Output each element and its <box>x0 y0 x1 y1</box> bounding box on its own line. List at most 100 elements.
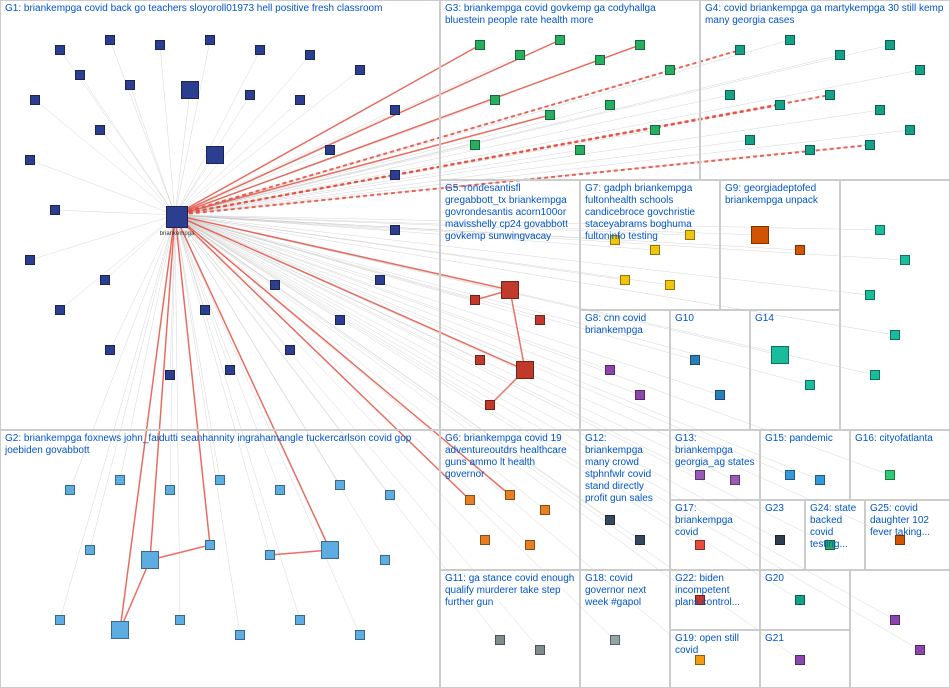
node-g2-113[interactable] <box>85 545 95 555</box>
node-g1-21[interactable] <box>75 70 85 80</box>
node-g1-23[interactable] <box>245 90 255 100</box>
node-g1-22[interactable] <box>125 80 135 90</box>
node-g2-112[interactable] <box>385 490 395 500</box>
node-g2-124[interactable] <box>355 630 365 640</box>
node-g5-57[interactable] <box>470 295 480 305</box>
node-g21-105[interactable] <box>915 645 925 655</box>
node-g3-42[interactable] <box>470 140 480 150</box>
node-g4-54[interactable] <box>805 145 815 155</box>
node-g6-84[interactable] <box>480 535 490 545</box>
node-g1-1[interactable] <box>105 35 115 45</box>
node-g15-91[interactable] <box>815 475 825 485</box>
hub-node[interactable]: briankempga <box>166 206 188 228</box>
node-g18-99[interactable] <box>610 635 620 645</box>
node-g1-29[interactable] <box>270 280 280 290</box>
node-g1-16[interactable] <box>285 345 295 355</box>
node-g14-70[interactable] <box>875 225 885 235</box>
node-g3-40[interactable] <box>605 100 615 110</box>
node-g13-88[interactable] <box>695 470 705 480</box>
node-g14-71[interactable] <box>900 255 910 265</box>
node-g4-44[interactable] <box>735 45 745 55</box>
node-g1-5[interactable] <box>305 50 315 60</box>
node-g2-118[interactable] <box>380 555 390 565</box>
node-g2-114[interactable] <box>141 551 159 569</box>
node-g9-69[interactable] <box>795 245 805 255</box>
node-g12-87[interactable] <box>635 535 645 545</box>
node-g3-37[interactable] <box>665 65 675 75</box>
node-g4-56[interactable] <box>905 125 915 135</box>
node-g4-45[interactable] <box>785 35 795 45</box>
node-g1-7[interactable] <box>30 95 40 105</box>
node-g8-75[interactable] <box>605 365 615 375</box>
node-g4-49[interactable] <box>725 90 735 100</box>
node-g7-64[interactable] <box>650 245 660 255</box>
node-g2-109[interactable] <box>215 475 225 485</box>
node-g11-98[interactable] <box>535 645 545 655</box>
node-g2-123[interactable] <box>295 615 305 625</box>
node-g1-20[interactable] <box>390 170 400 180</box>
node-g2-119[interactable] <box>55 615 65 625</box>
node-g1-4[interactable] <box>255 45 265 55</box>
node-g10-78[interactable] <box>715 390 725 400</box>
node-g1-11[interactable] <box>25 255 35 265</box>
node-g1-10[interactable] <box>50 205 60 215</box>
node-g3-38[interactable] <box>490 95 500 105</box>
node-g21-104[interactable] <box>890 615 900 625</box>
node-g2-107[interactable] <box>115 475 125 485</box>
node-g1-27[interactable] <box>100 275 110 285</box>
node-g21-103[interactable] <box>795 655 805 665</box>
node-g1-8[interactable] <box>390 105 400 115</box>
node-g4-48[interactable] <box>915 65 925 75</box>
node-g3-43[interactable] <box>575 145 585 155</box>
node-g15-90[interactable] <box>785 470 795 480</box>
node-g6-83[interactable] <box>540 505 550 515</box>
node-g3-39[interactable] <box>545 110 555 120</box>
node-g12-86[interactable] <box>605 515 615 525</box>
node-g2-111[interactable] <box>335 480 345 490</box>
node-g2-106[interactable] <box>65 485 75 495</box>
node-g1-12[interactable] <box>55 305 65 315</box>
node-g17-93[interactable] <box>695 540 705 550</box>
node-g3-33[interactable] <box>515 50 525 60</box>
node-g14-79[interactable] <box>771 346 789 364</box>
node-g3-35[interactable] <box>595 55 605 65</box>
node-g2-120[interactable] <box>111 621 129 639</box>
node-g6-85[interactable] <box>525 540 535 550</box>
node-g6-82[interactable] <box>505 490 515 500</box>
node-g2-115[interactable] <box>205 540 215 550</box>
node-g2-117[interactable] <box>321 541 339 559</box>
node-g16-92[interactable] <box>885 470 895 480</box>
node-g1-26[interactable] <box>325 145 335 155</box>
node-g3-34[interactable] <box>555 35 565 45</box>
node-g1-30[interactable] <box>181 81 199 99</box>
node-g4-53[interactable] <box>745 135 755 145</box>
node-g7-66[interactable] <box>620 275 630 285</box>
node-g1-24[interactable] <box>295 95 305 105</box>
node-g5-62[interactable] <box>485 400 495 410</box>
node-g5-59[interactable] <box>535 315 545 325</box>
node-g8-76[interactable] <box>635 390 645 400</box>
node-g1-19[interactable] <box>390 225 400 235</box>
node-g10-77[interactable] <box>690 355 700 365</box>
node-g5-61[interactable] <box>516 361 534 379</box>
node-g20-101[interactable] <box>795 595 805 605</box>
node-g3-32[interactable] <box>475 40 485 50</box>
node-g11-97[interactable] <box>495 635 505 645</box>
node-g1-13[interactable] <box>105 345 115 355</box>
node-g5-60[interactable] <box>475 355 485 365</box>
node-g13-89[interactable] <box>730 475 740 485</box>
node-g3-41[interactable] <box>650 125 660 135</box>
node-g7-67[interactable] <box>665 280 675 290</box>
node-g1-25[interactable] <box>95 125 105 135</box>
node-g23-94[interactable] <box>775 535 785 545</box>
node-g1-31[interactable] <box>206 146 224 164</box>
node-g1-6[interactable] <box>355 65 365 75</box>
node-g1-2[interactable] <box>155 40 165 50</box>
node-g2-108[interactable] <box>165 485 175 495</box>
node-g4-51[interactable] <box>825 90 835 100</box>
node-g1-9[interactable] <box>25 155 35 165</box>
node-g4-47[interactable] <box>885 40 895 50</box>
node-g1-28[interactable] <box>200 305 210 315</box>
node-g4-52[interactable] <box>875 105 885 115</box>
node-g3-36[interactable] <box>635 40 645 50</box>
